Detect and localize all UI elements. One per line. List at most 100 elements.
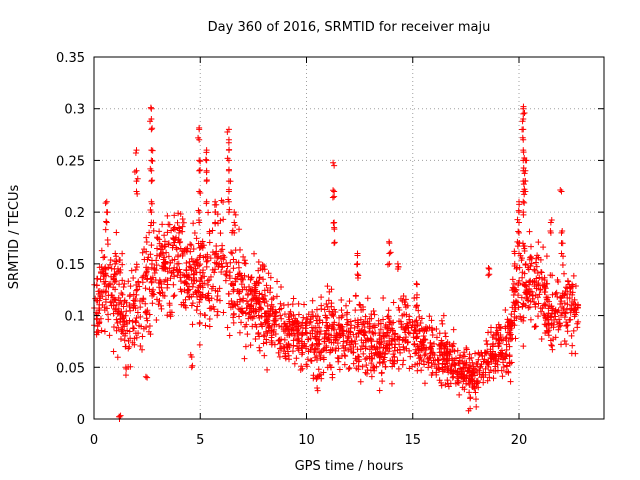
data-point xyxy=(574,320,581,327)
data-point xyxy=(362,313,369,320)
data-point xyxy=(187,264,194,271)
data-point xyxy=(294,343,301,350)
data-point xyxy=(220,252,227,259)
data-point xyxy=(402,327,409,334)
data-point xyxy=(188,302,195,309)
data-point xyxy=(395,263,402,270)
data-point xyxy=(101,254,108,261)
data-point xyxy=(242,310,249,317)
axis-ticks: 0 0.05 0.1 0.15 0.2 0.25 0.3 0.35 0 5 10 15 20 xyxy=(56,51,604,448)
data-point xyxy=(272,315,279,322)
data-point xyxy=(180,219,187,226)
data-point xyxy=(433,334,440,341)
data-point xyxy=(176,225,183,232)
data-point xyxy=(547,272,554,279)
data-point xyxy=(171,273,178,280)
data-point xyxy=(313,306,320,313)
data-point xyxy=(562,310,569,317)
data-point xyxy=(535,313,542,320)
data-point xyxy=(318,294,325,301)
data-point xyxy=(156,240,163,247)
data-point xyxy=(196,167,203,174)
data-point xyxy=(147,165,154,172)
data-point xyxy=(259,323,266,330)
data-point xyxy=(344,319,351,326)
data-point xyxy=(111,258,118,265)
data-point xyxy=(486,271,493,278)
data-point xyxy=(532,323,539,330)
data-point xyxy=(147,222,154,229)
data-point xyxy=(331,226,338,233)
data-point xyxy=(500,363,507,370)
data-point xyxy=(261,333,268,340)
data-point xyxy=(371,367,378,374)
data-point xyxy=(396,307,403,314)
data-point xyxy=(190,267,197,274)
data-point xyxy=(421,352,428,359)
data-point xyxy=(195,240,202,247)
data-point xyxy=(364,367,371,374)
data-point xyxy=(143,238,150,245)
data-point xyxy=(354,252,361,259)
data-point xyxy=(437,341,444,348)
data-point xyxy=(164,212,171,219)
data-point xyxy=(151,265,158,272)
data-point xyxy=(122,343,129,350)
data-point xyxy=(314,374,321,381)
data-point xyxy=(131,169,138,176)
data-point xyxy=(171,239,178,246)
data-point xyxy=(400,293,407,300)
data-point xyxy=(357,316,364,323)
data-point xyxy=(265,323,272,330)
data-point xyxy=(149,147,156,154)
data-point xyxy=(144,374,151,381)
data-point xyxy=(230,256,237,263)
data-point xyxy=(360,350,367,357)
data-point xyxy=(564,277,571,284)
data-point xyxy=(465,407,472,414)
data-point xyxy=(307,335,314,342)
data-point xyxy=(295,325,302,332)
data-point xyxy=(196,124,203,131)
data-point xyxy=(96,307,103,314)
data-point xyxy=(335,355,342,362)
data-point xyxy=(172,236,179,243)
data-point xyxy=(549,346,556,353)
data-point xyxy=(527,243,534,250)
data-point xyxy=(143,234,150,241)
data-point xyxy=(387,357,394,364)
data-point xyxy=(485,264,492,271)
data-point xyxy=(456,391,463,398)
data-point xyxy=(520,181,527,188)
data-point xyxy=(348,345,355,352)
data-point xyxy=(202,322,209,329)
data-point xyxy=(534,269,541,276)
data-point xyxy=(93,331,100,338)
data-point xyxy=(415,352,422,359)
data-point xyxy=(225,290,232,297)
data-point xyxy=(134,309,141,316)
data-point xyxy=(546,303,553,310)
data-point xyxy=(280,348,287,355)
data-point xyxy=(343,302,350,309)
data-point xyxy=(300,314,307,321)
data-point xyxy=(558,188,565,195)
data-point xyxy=(133,147,140,154)
data-point xyxy=(426,344,433,351)
x-tick-label: 5 xyxy=(196,433,204,448)
data-point xyxy=(563,319,570,326)
data-point xyxy=(219,242,226,249)
data-point xyxy=(368,355,375,362)
data-point xyxy=(202,312,209,319)
data-point xyxy=(538,275,545,282)
data-point xyxy=(451,360,458,367)
data-point xyxy=(294,336,301,343)
data-point xyxy=(248,308,255,315)
data-point xyxy=(362,345,369,352)
data-point xyxy=(263,328,270,335)
data-point xyxy=(519,134,526,141)
data-point xyxy=(144,275,151,282)
data-point xyxy=(402,301,409,308)
data-point xyxy=(132,266,139,273)
data-point xyxy=(247,342,254,349)
